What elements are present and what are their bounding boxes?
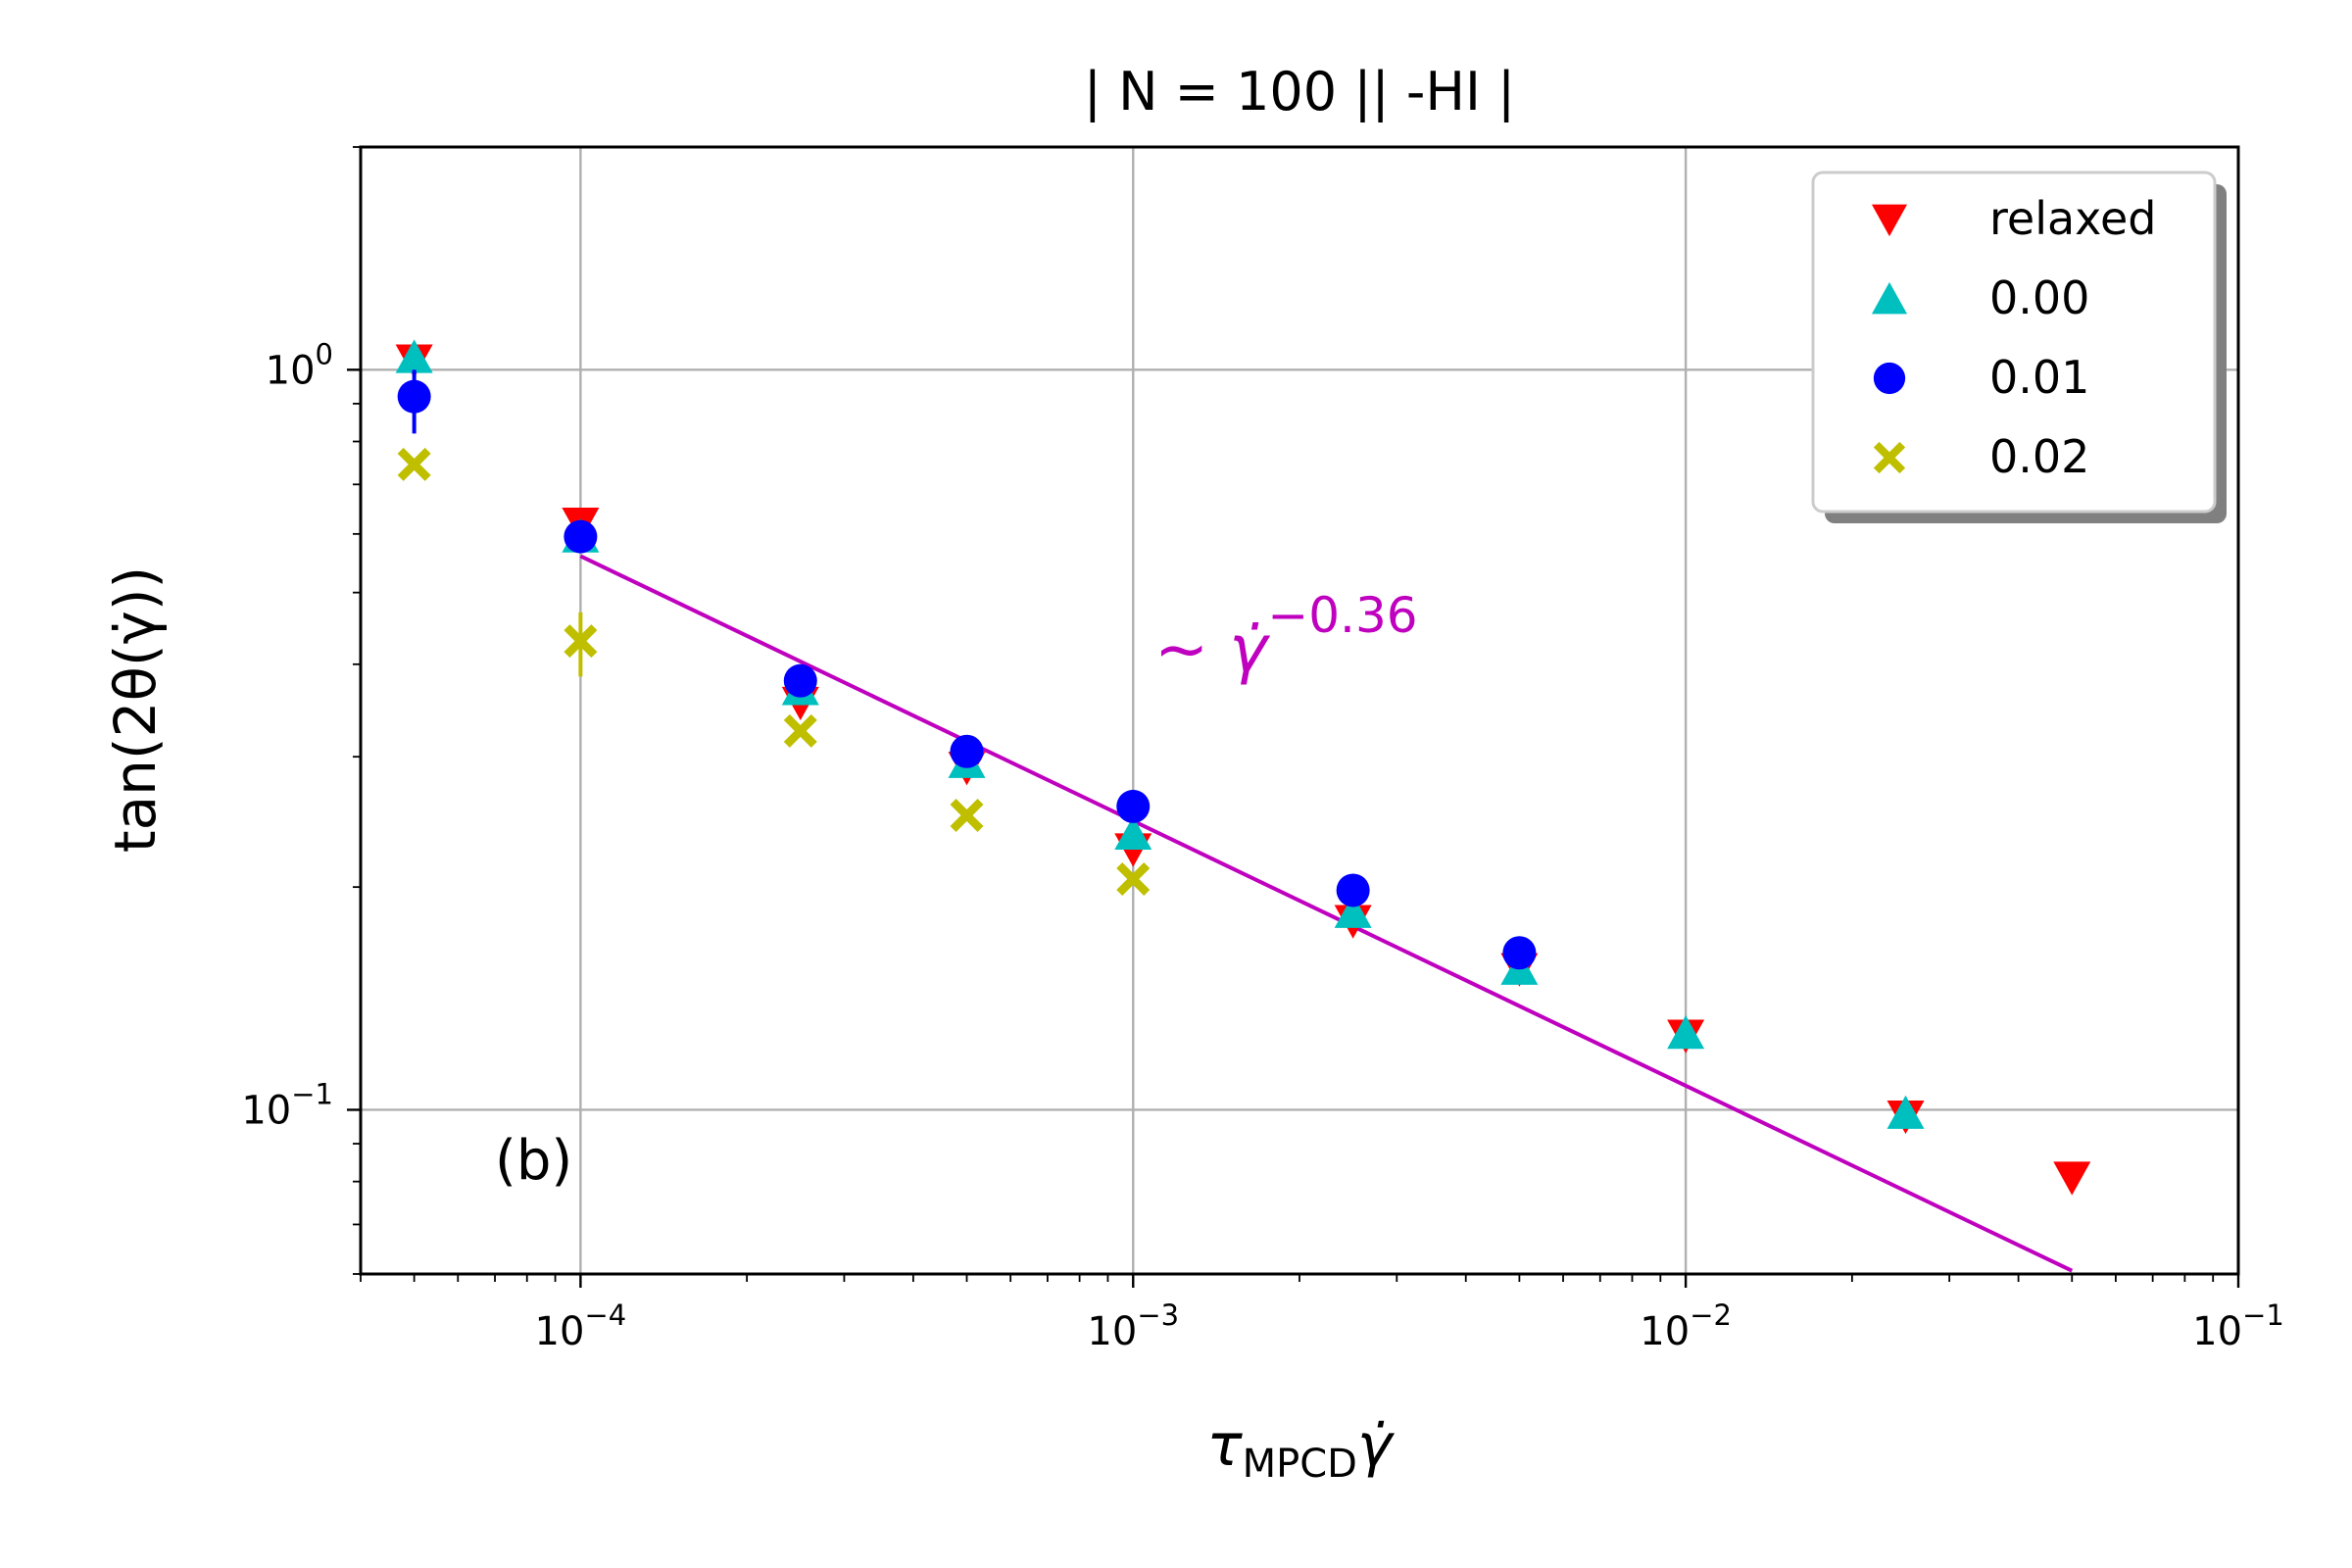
y-tick-label-1: 100 xyxy=(266,337,333,393)
point-0.00-8 xyxy=(1886,1095,1925,1129)
point-0.01-5 xyxy=(1336,873,1370,907)
point-0.01-0 xyxy=(397,379,431,414)
point-0.02-2 xyxy=(783,713,817,748)
legend-marker-1 xyxy=(1871,281,1908,315)
fit-annotation: ∼ γ̇−0.36 xyxy=(1154,587,1418,687)
point-relaxed-9 xyxy=(2053,1161,2091,1196)
legend: relaxed 0.00 0.01 0.02 xyxy=(1811,171,2227,523)
point-0.02-3 xyxy=(950,798,984,832)
point-0.00-5 xyxy=(1334,894,1372,928)
x-axis-label: τMPCDγ̇ xyxy=(1206,1411,1396,1487)
fit-line xyxy=(579,554,2074,1273)
chart-title: | N = 100 || -HI | xyxy=(1084,61,1516,122)
y-tick-label-0: 10−1 xyxy=(241,1077,333,1133)
point-0.02-4 xyxy=(1116,862,1151,897)
x-tick-label-2: 10−2 xyxy=(1640,1298,1732,1354)
grid xyxy=(361,147,2238,1274)
point-0.00-7 xyxy=(1667,1015,1705,1050)
legend-marker-0 xyxy=(1871,204,1908,237)
point-0.01-3 xyxy=(950,734,984,768)
legend-marker-2 xyxy=(1873,362,1906,395)
legend-label-0: relaxed xyxy=(1989,192,2156,245)
fit-line-group xyxy=(579,554,2074,1273)
legend-items: relaxed 0.00 0.01 0.02 xyxy=(1871,192,2156,483)
legend-label-1: 0.00 xyxy=(1989,271,2089,324)
legend-label-2: 0.01 xyxy=(1989,351,2089,404)
panel-label: (b) xyxy=(495,1129,572,1193)
point-0.02-1 xyxy=(564,624,598,659)
point-0.01-4 xyxy=(1116,789,1151,823)
x-tick-label-0: 10−4 xyxy=(535,1298,627,1354)
y-axis-label: tan(2θ(γ̇)) xyxy=(102,566,169,853)
legend-label-3: 0.02 xyxy=(1989,430,2089,483)
legend-marker-3 xyxy=(1873,441,1906,474)
point-0.01-6 xyxy=(1502,936,1537,970)
axis-ticks: 10−4 10−3 10−2 10−1 10−1 100 xyxy=(241,146,2284,1354)
point-0.02-0 xyxy=(397,447,431,481)
legend-box xyxy=(1811,171,2217,514)
point-0.00-4 xyxy=(1114,815,1152,851)
x-tick-label-3: 10−1 xyxy=(2192,1298,2284,1354)
point-0.01-2 xyxy=(783,663,817,698)
point-0.00-0 xyxy=(395,339,433,373)
data-points xyxy=(395,339,2091,1196)
point-0.01-1 xyxy=(564,519,598,554)
x-tick-label-1: 10−3 xyxy=(1087,1298,1179,1354)
